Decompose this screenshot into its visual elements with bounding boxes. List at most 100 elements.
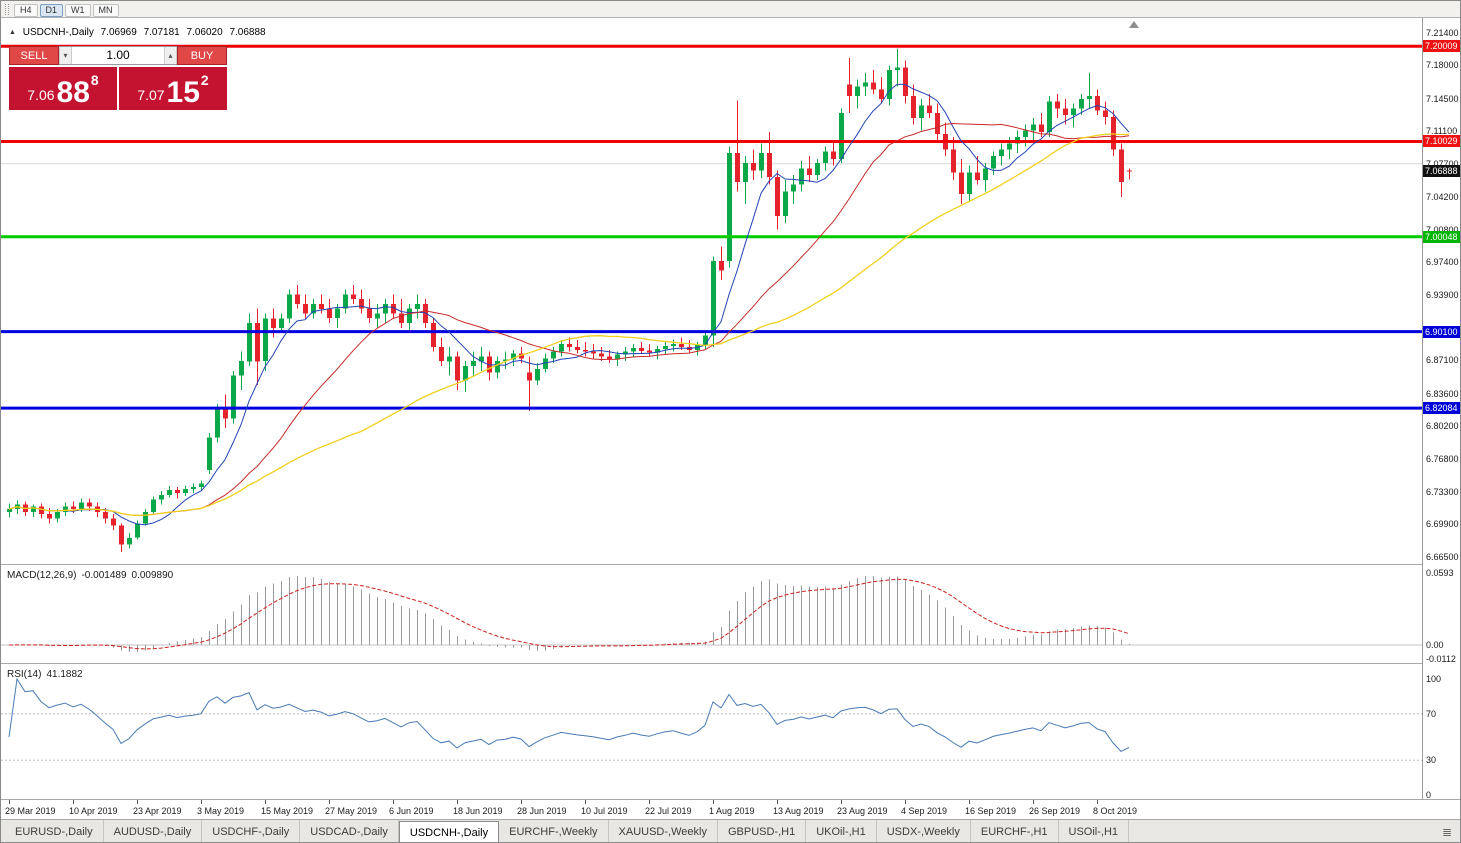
chart-tab-bar: EURUSD-,Daily AUDUSD-,Daily USDCHF-,Daily U… [1, 819, 1460, 842]
price-scale[interactable]: 7.21400 7.18000 7.14500 7.11100 7.07700 7.042… [1422, 18, 1460, 800]
price-tag-7.00048[interactable]: 7.00048 [1423, 231, 1460, 243]
date-tick [457, 800, 458, 804]
rsi-label: RSI(14) [7, 669, 42, 680]
chart-tab-GBPUSD-H1[interactable]: GBPUSD-,H1 [718, 820, 807, 842]
macd-signal-line [8, 578, 1130, 650]
timeframe-buttons: H4 D1 W1 MN [14, 1, 121, 18]
timeframe-toolbar: H4 D1 W1 MN [1, 1, 1460, 18]
volume-increase-icon[interactable]: ▴ [164, 47, 177, 64]
chart-shift-marker-icon[interactable] [1129, 21, 1139, 28]
date-tick [137, 800, 138, 804]
date-label: 28 Jun 2019 [517, 806, 567, 816]
date-label: 27 May 2019 [325, 806, 378, 816]
date-tick [521, 800, 522, 804]
buy-button[interactable]: BUY [177, 46, 227, 65]
price-tick-label: 6.69900 [1426, 519, 1459, 529]
timeframe-button-H4[interactable]: H4 [14, 3, 38, 17]
price-tick-label: 6.80200 [1426, 421, 1459, 431]
chart-tab-EURCHF-Weekly[interactable]: EURCHF-,Weekly [499, 820, 609, 842]
date-tick [905, 800, 906, 804]
date-label: 10 Jul 2019 [581, 806, 628, 816]
buy-price-display[interactable]: 7.07 15 2 [119, 67, 227, 110]
timeframe-button-W1[interactable]: W1 [65, 3, 91, 17]
pane-separator-rsi[interactable] [1, 663, 1460, 664]
date-tick [73, 800, 74, 804]
rsi-axis-100: 100 [1426, 674, 1442, 684]
timeframe-button-D1[interactable]: D1 [39, 3, 64, 17]
price-tag-6.82084[interactable]: 6.82084 [1423, 402, 1460, 414]
candlestick-series [7, 49, 1132, 553]
ma-line-7 [8, 83, 1130, 526]
timeframe-button-MN[interactable]: MN [92, 3, 119, 17]
pane-separator-macd[interactable] [1, 564, 1460, 565]
date-label: 3 May 2019 [197, 806, 245, 816]
chart-canvas[interactable] [1, 18, 1422, 799]
sell-price-display[interactable]: 7.06 88 8 [9, 67, 117, 110]
toolbar-grip-icon[interactable] [5, 3, 9, 15]
price-tick-label: 6.83600 [1426, 389, 1459, 399]
chart-tab-USDCNH-Daily[interactable]: USDCNH-,Daily [398, 821, 500, 842]
macd-main-value: -0.001489 [81, 570, 127, 581]
date-tick [649, 800, 650, 804]
sell-price-base: 7.06 [27, 87, 55, 103]
date-tick [329, 800, 330, 804]
date-label: 23 Aug 2019 [837, 806, 888, 816]
chart-tab-USOil-H1[interactable]: USOil-,H1 [1059, 820, 1130, 842]
date-tick [713, 800, 714, 804]
chart-tab-XAUUSD-Weekly[interactable]: XAUUSD-,Weekly [609, 820, 718, 842]
date-label: 8 Oct 2019 [1093, 806, 1138, 816]
buy-price-base: 7.07 [137, 87, 165, 103]
macd-header: MACD(12,26,9) -0.001489 0.009890 [7, 570, 178, 581]
chart-tab-USDCAD-Daily[interactable]: USDCAD-,Daily [300, 820, 399, 842]
volume-spinner[interactable]: ▾ 1.00 ▴ [59, 46, 177, 65]
trade-prices-row: 7.06 88 8 7.07 15 2 [9, 67, 227, 110]
sell-price-pips: 88 [56, 76, 90, 109]
chart-tab-USDCHF-Daily[interactable]: USDCHF-,Daily [202, 820, 301, 842]
ohlc-high: 7.07181 [143, 27, 180, 38]
trade-buttons-row: SELL ▾ 1.00 ▴ BUY [9, 46, 227, 65]
chart-symbol-period: USDCNH-,Daily [22, 27, 94, 38]
date-tick [585, 800, 586, 804]
time-scale[interactable]: 29 Mar 2019 10 Apr 2019 23 Apr 2019 3 May 2… [1, 799, 1460, 819]
macd-label: MACD(12,26,9) [7, 570, 77, 581]
chart-tab-UKOil-H1[interactable]: UKOil-,H1 [806, 820, 877, 842]
macd-signal-value: 0.009890 [131, 570, 174, 581]
date-tick [969, 800, 970, 804]
chart-tab-EURUSD-Daily[interactable]: EURUSD-,Daily [5, 820, 104, 842]
price-tag-6.90100[interactable]: 6.90100 [1423, 326, 1460, 338]
rsi-value: 41.1882 [46, 669, 83, 680]
price-tick-label: 7.04200 [1426, 192, 1459, 202]
price-tag-7.20009[interactable]: 7.20009 [1423, 40, 1460, 52]
price-tick-label: 6.97400 [1426, 257, 1459, 267]
price-tick-label: 6.87100 [1426, 355, 1459, 365]
price-tick-label: 7.07700 [1426, 159, 1459, 169]
date-label: 29 Mar 2019 [5, 806, 56, 816]
rsi-line [8, 677, 1130, 753]
date-label: 22 Jul 2019 [645, 806, 692, 816]
date-label: 1 Aug 2019 [709, 806, 755, 816]
date-label: 15 May 2019 [261, 806, 314, 816]
chart-tab-EURCHF-H1[interactable]: EURCHF-,H1 [971, 820, 1059, 842]
price-tick-label: 6.73300 [1426, 487, 1459, 497]
sell-price-pipette: 8 [90, 72, 99, 88]
volume-value[interactable]: 1.00 [106, 48, 130, 62]
macd-axis-min: -0.0112 [1426, 654, 1456, 664]
date-label: 6 Jun 2019 [389, 806, 434, 816]
chart-tab-USDX-Weekly[interactable]: USDX-,Weekly [877, 820, 971, 842]
price-tag-7.10029[interactable]: 7.10029 [1423, 135, 1460, 147]
panel-collapse-icon[interactable]: ▲ [9, 29, 16, 36]
date-label: 16 Sep 2019 [965, 806, 1017, 816]
volume-decrease-icon[interactable]: ▾ [59, 47, 72, 64]
chart-tab-AUDUSD-Daily[interactable]: AUDUSD-,Daily [104, 820, 203, 842]
buy-price-pipette: 2 [200, 72, 209, 88]
sell-button[interactable]: SELL [9, 46, 59, 65]
one-click-trading-panel: SELL ▾ 1.00 ▴ BUY 7.06 88 8 7.07 15 2 [9, 46, 227, 110]
date-label: 4 Sep 2019 [901, 806, 948, 816]
price-tick-label: 7.14500 [1426, 94, 1459, 104]
tab-list-icon[interactable]: ≣ [1441, 825, 1452, 839]
date-label: 13 Aug 2019 [773, 806, 824, 816]
price-tick-label: 7.11100 [1426, 126, 1458, 136]
price-tick-label: 7.21400 [1426, 28, 1459, 38]
date-tick [777, 800, 778, 804]
